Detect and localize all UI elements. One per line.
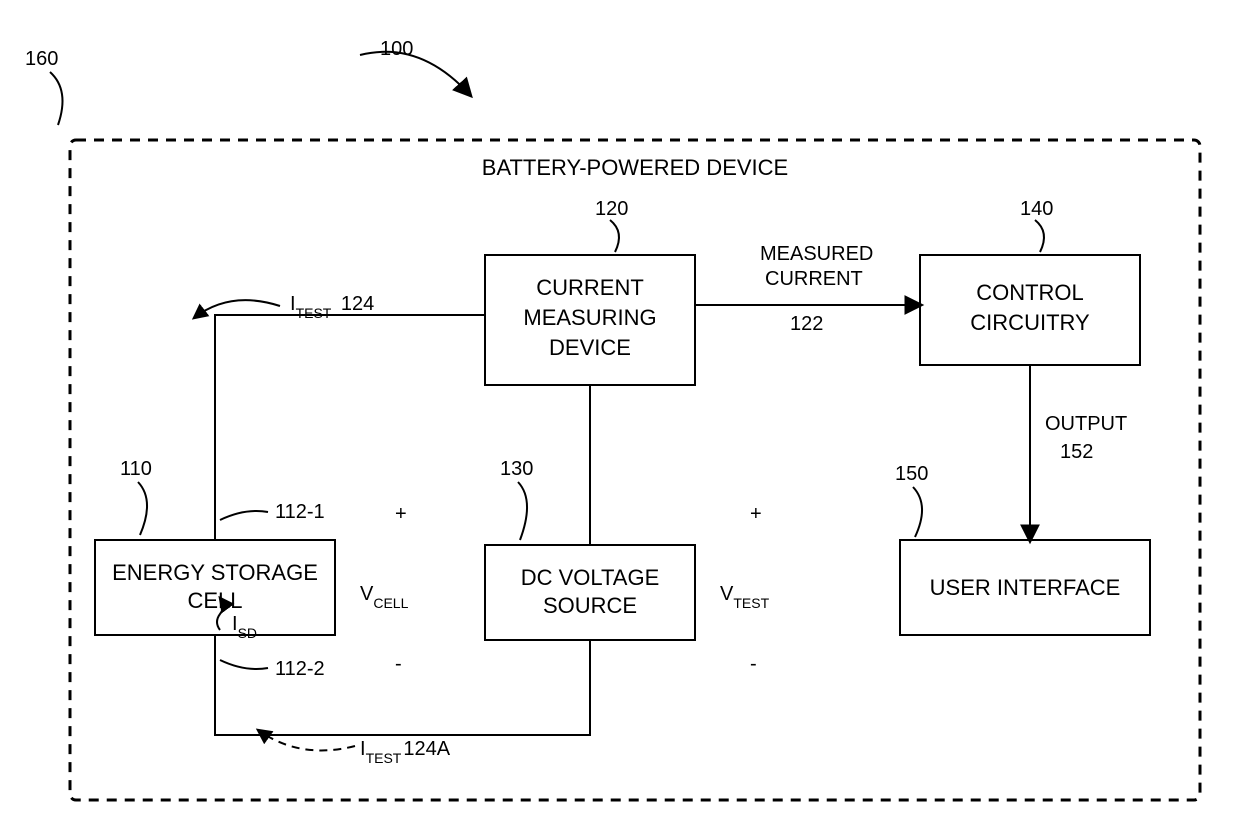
ref-150: 150 — [895, 463, 928, 485]
current-measuring-l2: MEASURING — [523, 305, 656, 330]
measured-current-l1: MEASURED — [760, 243, 873, 265]
ref-130: 130 — [500, 458, 533, 480]
ref-110-leader — [138, 482, 147, 535]
wire-bottom-loop — [215, 635, 590, 735]
measured-current-l2: CURRENT — [765, 268, 863, 290]
ref-100-arrow — [360, 52, 470, 95]
ref-160: 160 — [25, 48, 58, 70]
dc-source-l1: DC VOLTAGE — [521, 565, 660, 590]
dc-minus: - — [750, 653, 757, 675]
vtest-label: VTEST — [720, 583, 770, 611]
itest-label: ITEST 124 — [290, 293, 374, 321]
es-minus: - — [395, 653, 402, 675]
dc-plus: + — [750, 503, 762, 525]
es-plus: + — [395, 503, 407, 525]
control-l2: CIRCUITRY — [970, 310, 1090, 335]
ref-120-leader — [610, 220, 619, 252]
current-measuring-l1: CURRENT — [536, 275, 644, 300]
ref-112-2: 112-2 — [275, 658, 325, 680]
ref-112-1-leader — [220, 511, 268, 520]
user-interface-l1: USER INTERFACE — [930, 575, 1121, 600]
ref-152: 152 — [1060, 441, 1093, 463]
ref-120: 120 — [595, 198, 628, 220]
ref-130-leader — [518, 482, 527, 540]
ref-140-leader — [1035, 220, 1044, 252]
ref-122: 122 — [790, 313, 823, 335]
container-title: BATTERY-POWERED DEVICE — [482, 155, 788, 180]
ref-140: 140 — [1020, 198, 1053, 220]
energy-storage-l2: CELL — [187, 588, 242, 613]
ref-160-leader — [50, 72, 63, 125]
wire-top-loop — [215, 315, 485, 540]
itest-return-arrow — [258, 730, 355, 750]
control-l1: CONTROL — [976, 280, 1084, 305]
ref-110: 110 — [120, 458, 152, 480]
ref-100: 100 — [380, 38, 413, 60]
dc-source-l2: SOURCE — [543, 593, 637, 618]
energy-storage-l1: ENERGY STORAGE — [112, 560, 318, 585]
ref-150-leader — [913, 487, 922, 537]
ref-112-1: 112-1 — [275, 501, 325, 523]
vcell-label: VCELL — [360, 583, 409, 611]
itest-return-label: ITEST124A — [360, 738, 451, 766]
ref-112-2-leader — [220, 660, 268, 669]
output-label: OUTPUT — [1045, 413, 1127, 435]
current-measuring-l3: DEVICE — [549, 335, 631, 360]
